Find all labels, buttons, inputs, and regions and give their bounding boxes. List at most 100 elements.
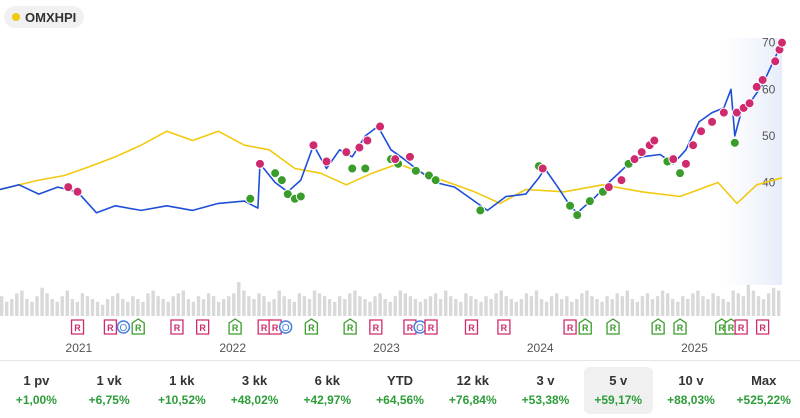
volume-bar — [297, 293, 302, 316]
volume-bar — [736, 293, 740, 316]
volume-bar — [590, 296, 594, 316]
buy-marker — [430, 175, 441, 186]
event-o-icon — [116, 320, 131, 334]
volume-bar — [413, 299, 418, 316]
volume-bar — [272, 299, 276, 316]
volume-bar — [706, 299, 710, 316]
volume-bar — [676, 301, 680, 316]
buy-marker — [475, 205, 486, 216]
period-tab[interactable]: 10 v +88,03% — [657, 367, 726, 414]
buy-marker — [565, 200, 576, 211]
sell-marker — [537, 163, 548, 174]
volume-bar — [459, 301, 463, 316]
volume-bar — [494, 293, 498, 316]
event-r-letter: R — [718, 323, 725, 333]
event-house-icon — [228, 318, 242, 335]
volume-bar — [585, 290, 589, 316]
period-tab[interactable]: YTD +64,56% — [366, 367, 435, 414]
event-r-letter: R — [567, 323, 574, 333]
volume-bar — [262, 296, 266, 316]
volume-bar — [227, 296, 231, 316]
volume-bar — [90, 299, 95, 316]
legend-label: OMXHPI — [25, 9, 77, 25]
period-tab[interactable]: 5 v +59,17% — [583, 367, 653, 414]
volume-bar — [438, 299, 443, 316]
sell-marker — [649, 135, 660, 146]
sell-marker — [696, 126, 707, 137]
volume-bar — [292, 301, 296, 316]
volume-bar — [80, 293, 85, 316]
volume-bar — [671, 299, 675, 316]
period-tab-change: +1,00% — [15, 393, 57, 407]
event-r-letter: R — [308, 323, 315, 333]
x-tick-label: 2023 — [373, 341, 400, 355]
period-tab[interactable]: 3 kk +48,02% — [220, 367, 289, 414]
volume-bar — [378, 293, 382, 316]
volume-bar — [186, 299, 191, 316]
volume-bar — [176, 293, 180, 316]
period-tabs: 1 pv +1,00% 1 vk +6,75% 1 kk +10,52% 3 kk +48,0… — [0, 360, 800, 418]
event-r-icon — [196, 319, 210, 335]
event-r-icon — [103, 319, 118, 335]
volume-bar — [55, 301, 59, 316]
volume-bar — [686, 299, 690, 316]
volume-bar — [741, 296, 745, 316]
event-r-letter: R — [677, 323, 684, 333]
event-r-icon — [755, 319, 770, 335]
period-tab-label: 12 kk — [456, 373, 490, 388]
sell-marker — [308, 140, 319, 151]
event-house-icon — [131, 318, 145, 335]
sell-marker — [629, 154, 640, 165]
volume-bar — [10, 299, 14, 316]
volume-bar — [0, 296, 4, 316]
event-r-icon — [268, 319, 282, 335]
volume-bar — [131, 296, 135, 316]
event-house-icon — [343, 318, 357, 335]
volume-bar — [555, 293, 559, 316]
volume-bar — [338, 296, 342, 316]
volume-bar — [444, 290, 448, 316]
volume-bar — [327, 299, 332, 316]
volume-bar — [645, 293, 650, 316]
volume-bar — [126, 301, 130, 316]
period-tab[interactable]: 6 kk +42,97% — [293, 367, 362, 414]
sell-marker — [390, 154, 401, 165]
series-line — [0, 130, 783, 205]
period-tab[interactable]: 3 v +53,38% — [511, 367, 580, 414]
volume-bar — [191, 301, 196, 316]
volume-bar — [418, 301, 423, 316]
buy-marker — [276, 175, 287, 186]
period-tab[interactable]: Max +525,22% — [729, 367, 798, 414]
volume-bar — [100, 304, 105, 316]
period-tab[interactable]: 1 pv +1,00% — [2, 367, 71, 414]
period-tab-label: 1 vk — [96, 373, 122, 388]
y-tick-label: 40 — [762, 175, 776, 189]
volume-bar — [277, 290, 281, 316]
volume-bar — [534, 290, 539, 316]
volume-bar — [257, 293, 261, 316]
volume-bar — [433, 293, 438, 316]
event-r-letter: R — [759, 323, 766, 333]
event-r-letter: R — [738, 323, 745, 333]
volume-bar — [605, 296, 609, 316]
volume-bar — [650, 299, 655, 316]
volume-bar — [35, 296, 39, 316]
volume-bar — [20, 290, 24, 316]
sell-marker — [375, 121, 386, 132]
volume-bar — [383, 299, 387, 316]
period-tab[interactable]: 1 kk +10,52% — [147, 367, 216, 414]
sell-marker — [751, 81, 762, 92]
legend-omxhpi[interactable]: OMXHPI — [4, 6, 85, 28]
volume-bar — [423, 299, 428, 316]
buy-marker — [729, 137, 740, 148]
volume-bar — [393, 296, 397, 316]
volume-bar — [161, 299, 165, 316]
period-tab[interactable]: 12 kk +76,84% — [438, 367, 507, 414]
volume-bar — [353, 290, 357, 316]
volume-bar — [222, 299, 226, 316]
volume-bar — [322, 296, 327, 316]
period-tab[interactable]: 1 vk +6,75% — [75, 367, 144, 414]
volume-bar — [479, 301, 483, 316]
volume-bar — [635, 301, 640, 316]
